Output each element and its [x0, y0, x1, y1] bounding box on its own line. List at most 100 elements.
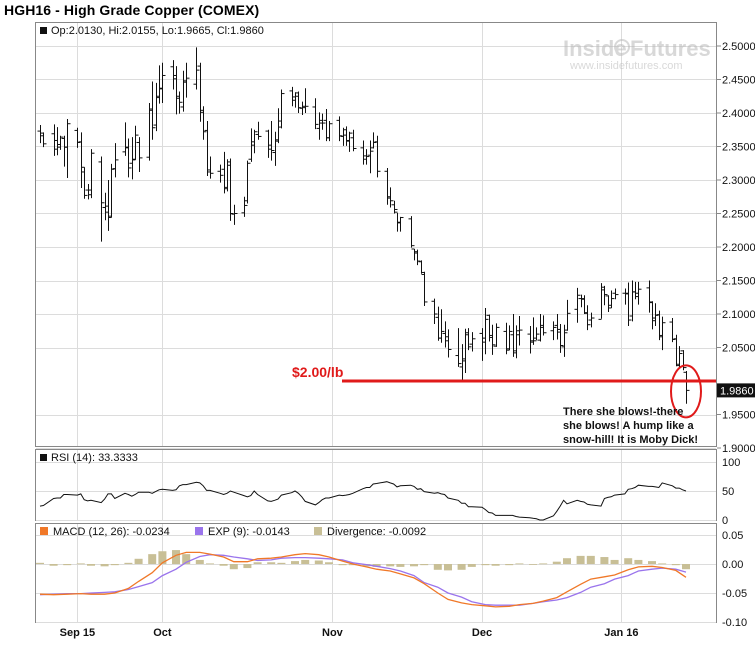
price-bar [564, 299, 571, 331]
divergence-bar [457, 564, 466, 570]
price-bar [588, 312, 595, 328]
price-bars [37, 47, 690, 404]
price-bar [112, 143, 119, 178]
annotation-line-3: snow-hill! It is Moby Dick! [563, 434, 698, 446]
divergence-bar [396, 564, 405, 567]
divergence-bar [505, 564, 514, 566]
divergence-bar [420, 564, 429, 566]
divergence-bar [182, 554, 191, 564]
x-axis: Sep 15 Oct Nov Dec Jan 16 [60, 627, 639, 639]
macd-tick-label: 0.05 [722, 530, 743, 542]
divergence-legend-text: Divergence: -0.0092 [327, 526, 426, 538]
x-tick-label: Sep 15 [60, 627, 95, 639]
price-bar [608, 290, 615, 309]
divergence-bar [515, 563, 524, 565]
macd-legend-text: MACD (12, 26): -0.0234 [53, 526, 170, 538]
price-bar [136, 137, 143, 172]
price-bar [57, 135, 64, 150]
price-bar [88, 149, 95, 199]
price-bar [574, 287, 581, 323]
price-bar [278, 89, 285, 129]
price-tick-label: 2.0500 [722, 343, 755, 355]
price-bar [391, 200, 398, 214]
price-tick-label: 2.4000 [722, 108, 755, 120]
macd-legend-swatch [40, 527, 48, 535]
divergence-bar [325, 562, 333, 564]
price-bar [312, 98, 319, 130]
divergence-bar [467, 564, 476, 567]
price-panel [35, 22, 717, 447]
divergence-bar [301, 559, 310, 564]
price-bar [493, 323, 500, 347]
x-tick-label: Dec [472, 627, 492, 639]
price-bar [374, 135, 381, 178]
price-legend: Op:2.0130, Hi:2.0155, Lo:1.9665, Cl:1.98… [51, 25, 264, 37]
price-bar [336, 116, 343, 142]
rsi-y-axis: 0 50 100 [722, 457, 740, 527]
price-bar [533, 327, 540, 341]
divergence-bar [36, 562, 44, 564]
divergence-bar [444, 564, 452, 571]
price-bar [255, 121, 262, 140]
price-bar [414, 249, 421, 266]
divergence-bar [291, 561, 299, 564]
price-bar [601, 285, 608, 306]
last-price-tag-text: 1.9860 [720, 385, 754, 397]
divergence-bar [648, 561, 656, 564]
divergence-bar [110, 564, 119, 566]
price-bar [176, 91, 183, 114]
price-bar [367, 140, 374, 174]
watermark: Inside Futures www.insidefutures.com [563, 36, 711, 72]
divergence-bar [563, 558, 571, 564]
divergence-bar [124, 562, 133, 564]
divergence-bar [624, 558, 633, 564]
price-bar [455, 328, 462, 367]
price-bar [40, 132, 47, 148]
price-tick-label: 2.1500 [722, 276, 755, 288]
divergence-bar [63, 564, 72, 566]
price-bar [438, 309, 445, 343]
price-bar [482, 307, 489, 355]
divergence-bar [682, 564, 690, 570]
divergence-bar [49, 564, 58, 566]
price-tick-label: 2.1000 [722, 309, 755, 321]
price-tick-label: 2.2500 [722, 209, 755, 221]
rsi-tick-label: 0 [722, 515, 728, 527]
exp-legend-text: EXP (9): -0.0143 [208, 526, 290, 538]
divergence-bar [610, 559, 619, 564]
divergence-bar [529, 564, 537, 565]
divergence-bar [100, 564, 109, 567]
divergence-bar [671, 564, 680, 566]
divergence-bar [634, 559, 643, 564]
exp-legend-swatch [195, 527, 203, 535]
divergence-bar [491, 564, 500, 566]
x-tick-label: Nov [322, 627, 344, 639]
price-bar [516, 316, 523, 346]
panel-frames [35, 22, 717, 623]
divergence-bar [600, 557, 609, 564]
price-bar [207, 156, 214, 179]
divergence-bar [386, 564, 395, 567]
rsi-series-line [39, 481, 687, 521]
divergence-bar [372, 564, 381, 567]
price-tick-label: 2.3000 [722, 175, 755, 187]
price-bar [469, 332, 476, 352]
annotation-line-2: she blows! A hump like a [563, 420, 694, 432]
divergence-bar [314, 560, 323, 564]
price-y-axis: 1.9000 1.9500 2.0500 2.1000 2.1500 2.2000 2.25… [717, 41, 755, 455]
price-bar [584, 305, 591, 331]
price-bar [98, 156, 105, 242]
rsi-legend: RSI (14): 33.3333 [51, 452, 138, 464]
price-bar [125, 138, 132, 178]
price-bar [397, 216, 404, 232]
divergence-bar [229, 564, 238, 570]
price-bar [431, 298, 438, 325]
price-tick-label: 2.3500 [722, 142, 755, 154]
price-bar [680, 350, 687, 371]
price-bar [625, 282, 632, 327]
price-bar [183, 62, 190, 98]
last-price-tag: 1.9860 [717, 383, 755, 398]
macd-y-axis: 0.05 0.00 -0.05 -0.10 [722, 530, 747, 629]
price-bar [346, 131, 353, 152]
